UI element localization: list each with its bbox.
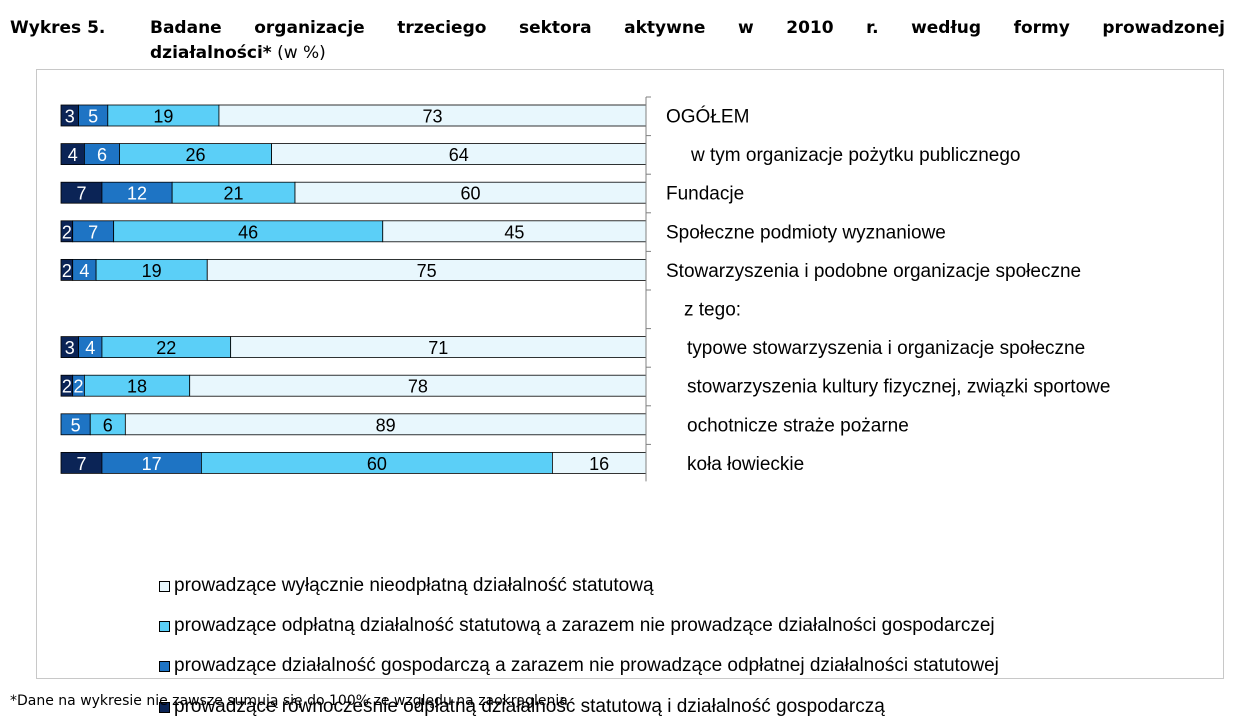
data-label: 18 <box>127 377 147 397</box>
data-label: 75 <box>417 261 437 281</box>
legend-swatch <box>159 660 170 672</box>
legend-item-business: prowadzące działalność gospodarczą a zar… <box>159 655 999 677</box>
data-label: 89 <box>376 415 396 435</box>
legend-swatch <box>159 701 170 713</box>
legend-label: prowadzące równocześnie odpłatną działal… <box>174 696 885 717</box>
data-label: 16 <box>589 454 609 474</box>
data-label: 45 <box>504 222 524 242</box>
category-label: Fundacje <box>666 184 744 205</box>
title-line-2-unit: (w %) <box>271 43 326 63</box>
category-label: w tym organizacje pożytku publicznego <box>690 145 1021 166</box>
data-label: 46 <box>238 222 258 242</box>
category-label: OGÓŁEM <box>666 106 749 128</box>
data-label: 60 <box>460 184 480 204</box>
footnote: *Dane na wykresie nie zawsze sumują się … <box>10 693 568 709</box>
data-label: 5 <box>71 415 81 435</box>
legend-item-both: prowadzące równocześnie odpłatną działal… <box>159 696 885 718</box>
data-label: 64 <box>449 145 469 165</box>
legend-item-paid: prowadzące odpłatną działalność statutow… <box>159 615 995 637</box>
data-label: 22 <box>156 338 176 358</box>
category-label: stowarzyszenia kultury fizycznej, związk… <box>687 377 1110 398</box>
data-label: 7 <box>76 184 86 204</box>
legend-label: prowadzące wyłącznie nieodpłatną działal… <box>174 575 654 596</box>
category-label: Stowarzyszenia i podobne organizacje spo… <box>666 261 1081 282</box>
data-label: 17 <box>142 454 162 474</box>
data-label: 19 <box>142 261 162 281</box>
data-label: 7 <box>88 222 98 242</box>
legend-label: prowadzące działalność gospodarczą a zar… <box>174 655 999 676</box>
data-label: 4 <box>85 338 95 358</box>
data-label: 2 <box>62 377 72 397</box>
category-label: koła łowieckie <box>687 454 804 475</box>
data-label: 60 <box>367 454 387 474</box>
legend-swatch <box>159 620 170 632</box>
category-label: z tego: <box>684 300 741 321</box>
title-line-2-bold: działalności* <box>150 43 272 63</box>
data-label: 21 <box>224 184 244 204</box>
data-label: 19 <box>153 107 173 127</box>
data-label: 4 <box>79 261 89 281</box>
data-label: 2 <box>74 377 84 397</box>
data-label: 2 <box>62 222 72 242</box>
data-label: 4 <box>68 145 78 165</box>
data-label: 78 <box>408 377 428 397</box>
category-label: Społeczne podmioty wyznaniowe <box>666 222 946 243</box>
data-label: 6 <box>103 415 113 435</box>
category-label: ochotnicze straże pożarne <box>687 415 909 436</box>
data-label: 3 <box>65 107 75 127</box>
data-label: 73 <box>422 107 442 127</box>
data-label: 71 <box>428 338 448 358</box>
data-label: 26 <box>186 145 206 165</box>
data-label: 3 <box>65 338 75 358</box>
figure-label: Wykres 5. <box>10 18 106 38</box>
title-line-2: działalności* (w %) <box>150 41 326 66</box>
chart-frame: 3 5 19 73 OGÓŁEM 4 6 26 64 w tym organizacje poży… <box>36 69 1224 717</box>
legend-label: prowadzące odpłatną działalność statutow… <box>174 615 995 636</box>
category-label: typowe stowarzyszenia i organizacje społ… <box>687 338 1085 359</box>
data-label: 12 <box>127 184 147 204</box>
data-label: 2 <box>62 261 72 281</box>
data-label: 7 <box>76 454 86 474</box>
data-label: 5 <box>88 107 98 127</box>
title-line-1: Badane organizacje trzeciego sektora akt… <box>150 18 1225 38</box>
legend-item-free: prowadzące wyłącznie nieodpłatną działal… <box>159 575 654 597</box>
legend-swatch <box>159 580 170 592</box>
data-label: 6 <box>97 145 107 165</box>
